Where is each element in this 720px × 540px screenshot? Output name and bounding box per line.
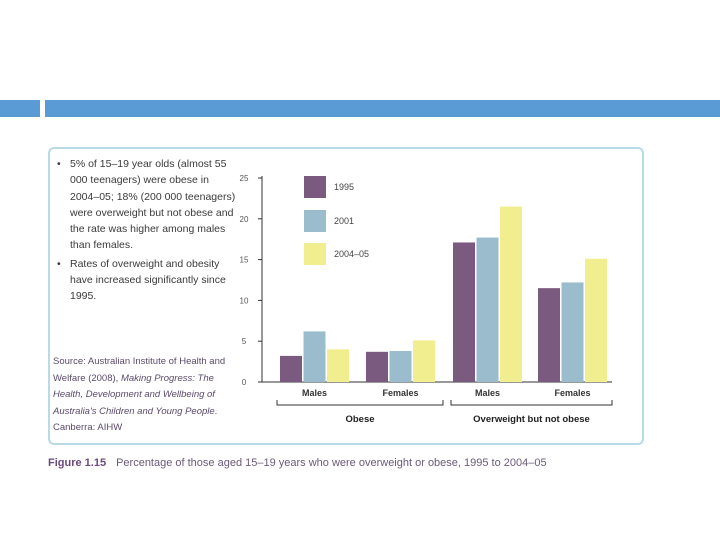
bar xyxy=(303,331,326,382)
group-label: Overweight but not obese xyxy=(473,414,590,425)
bar xyxy=(389,350,412,382)
y-tick-label: 10 xyxy=(240,296,249,305)
header-accent-bar-left xyxy=(0,100,40,117)
bar xyxy=(476,237,499,382)
category-label: Males xyxy=(475,388,500,398)
category-label: Males xyxy=(302,388,327,398)
bullet-icon: • xyxy=(57,257,61,270)
bar xyxy=(327,349,349,382)
bar xyxy=(585,258,607,382)
category-label: Females xyxy=(554,388,590,398)
bar xyxy=(538,288,560,382)
bullet-item: • 5% of 15–19 year olds (almost 55 000 te… xyxy=(57,158,236,252)
bar xyxy=(500,206,522,382)
bar xyxy=(453,242,475,382)
header-accent-bar-right xyxy=(45,100,720,117)
legend-swatch xyxy=(304,210,326,232)
legend-swatch xyxy=(304,243,326,265)
legend-label: 2004–05 xyxy=(334,249,369,259)
key-findings-list: • 5% of 15–19 year olds (almost 55 000 te… xyxy=(56,156,236,305)
legend-label: 1995 xyxy=(334,182,354,192)
bar xyxy=(280,355,302,382)
bar xyxy=(366,351,388,382)
legend-swatch xyxy=(304,176,326,198)
group-label: Obese xyxy=(345,414,374,425)
y-tick-label: 5 xyxy=(242,337,247,346)
y-tick-label: 25 xyxy=(240,174,249,183)
y-tick-label: 20 xyxy=(240,215,249,224)
y-tick-label: 0 xyxy=(242,378,247,387)
legend-label: 2001 xyxy=(334,216,354,226)
group-bracket xyxy=(276,400,444,406)
group-bracket xyxy=(450,400,613,406)
bullet-item: • Rates of overweight and obesity have in… xyxy=(57,257,226,303)
bullet-icon: • xyxy=(57,158,61,170)
category-label: Females xyxy=(382,388,418,398)
figure-caption: Figure 1.15 Percentage of those aged 15–1… xyxy=(48,457,547,469)
bar xyxy=(413,340,435,382)
y-tick-label: 15 xyxy=(240,256,249,265)
source-citation: Source: Australian Institute of Health a… xyxy=(53,356,226,433)
bar xyxy=(561,282,584,382)
